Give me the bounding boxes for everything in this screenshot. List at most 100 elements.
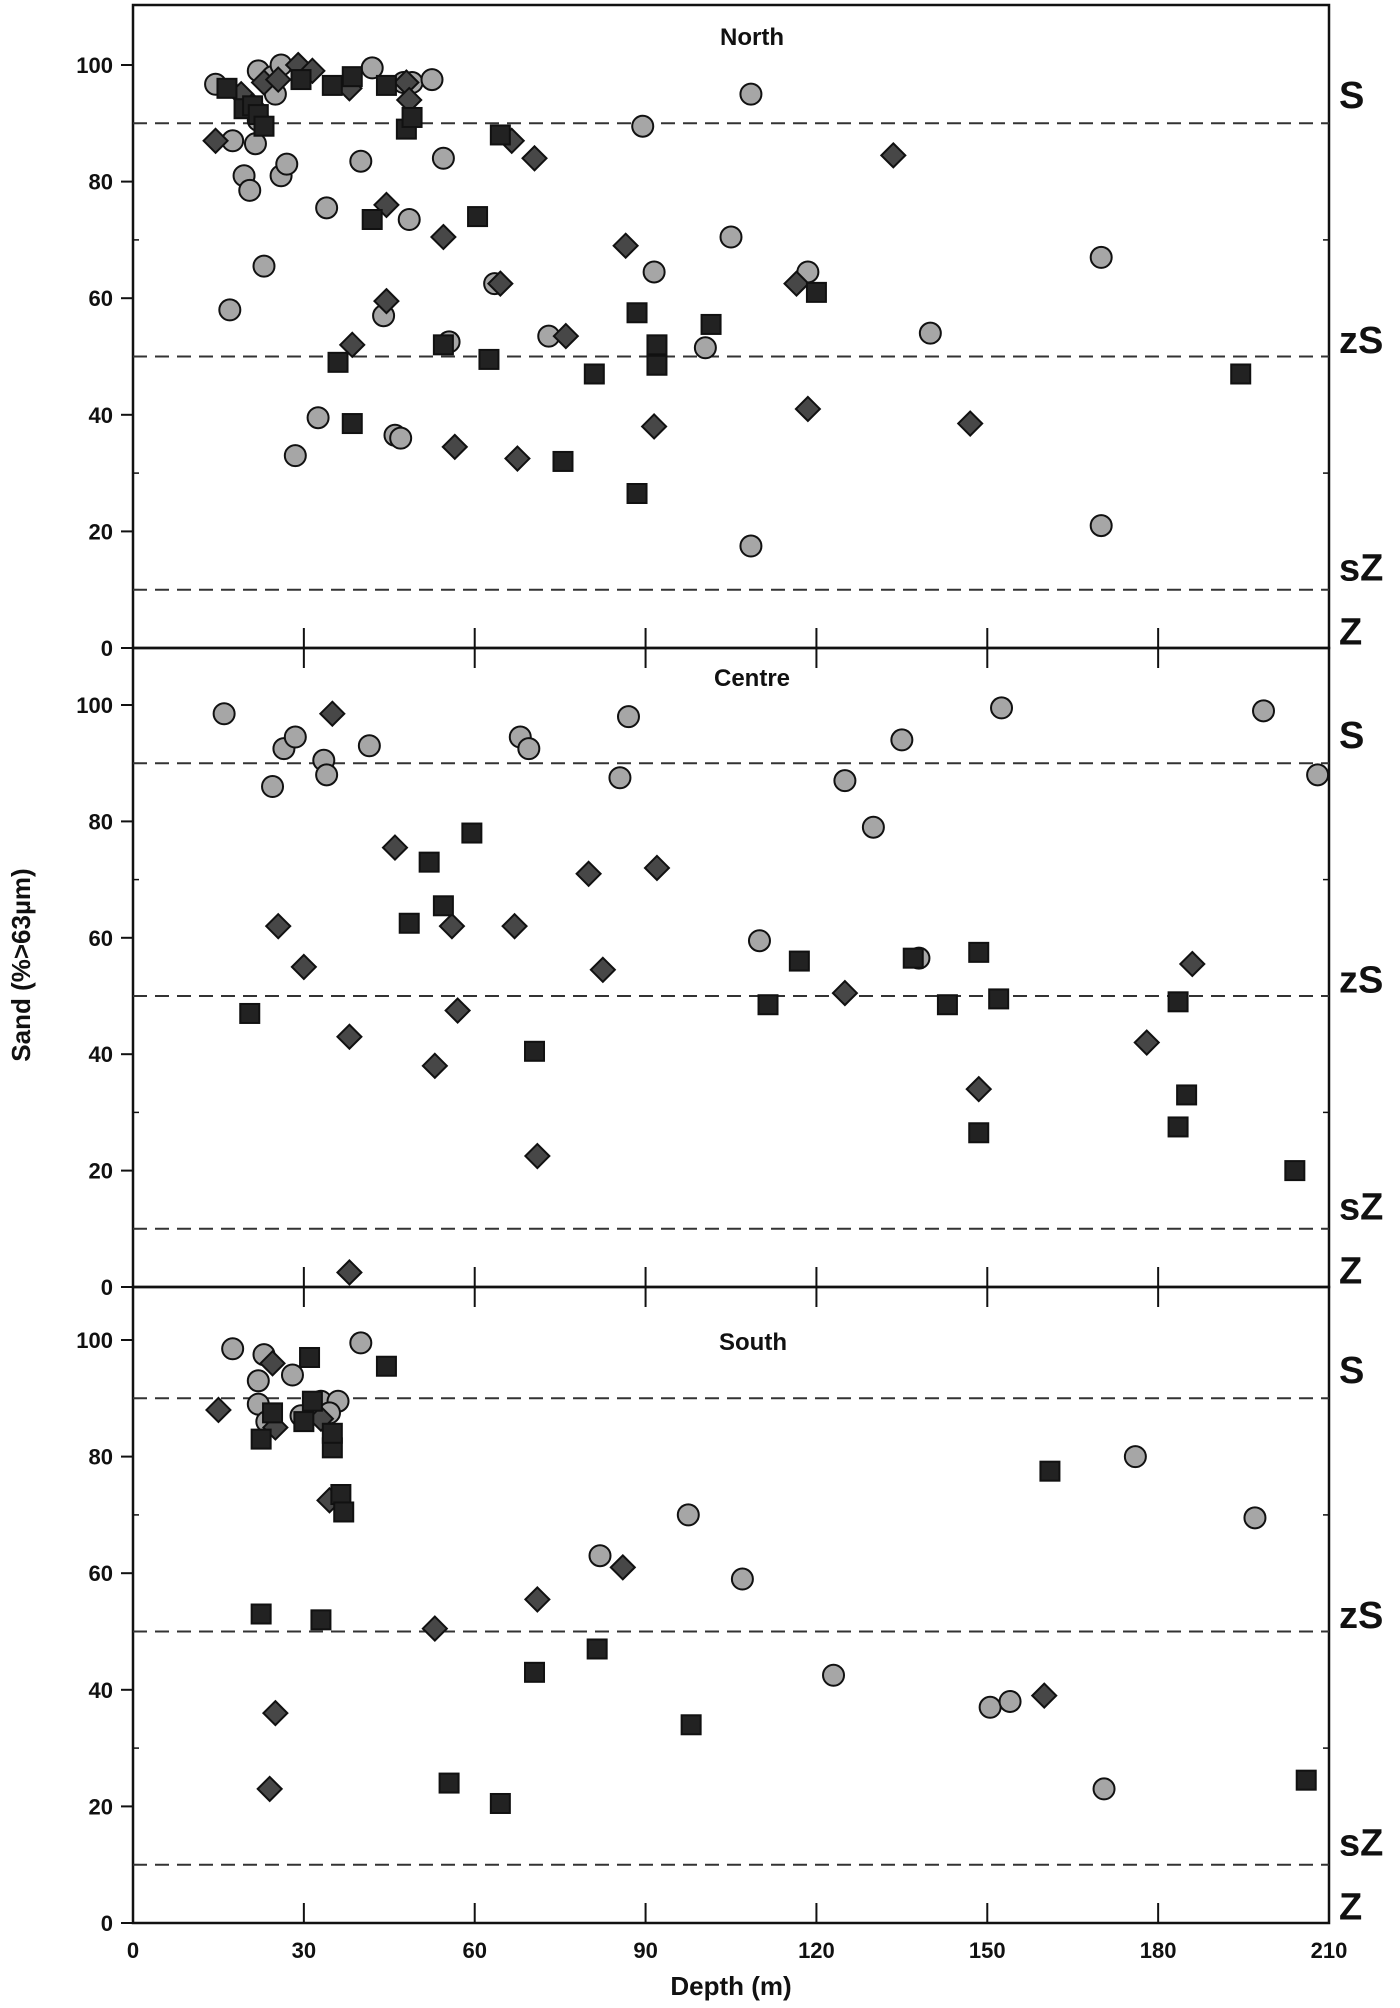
circle-point	[1092, 1777, 1116, 1801]
class-label-sZ: sZ	[1339, 547, 1383, 589]
square-point	[988, 988, 1010, 1010]
diamond-point	[264, 66, 292, 93]
y-tick-label: 80	[89, 170, 113, 195]
diamond-point	[523, 1586, 551, 1613]
diamond-point	[643, 854, 671, 882]
square-point	[478, 348, 500, 370]
y-tick-label: 40	[89, 1678, 113, 1703]
square-point	[552, 450, 574, 472]
diamond-point	[261, 1699, 289, 1727]
circle-point	[357, 734, 381, 758]
square-point	[1284, 1160, 1306, 1182]
diamond-point	[381, 834, 409, 862]
diamond-point	[956, 410, 984, 437]
circle-point	[517, 737, 541, 761]
square-point	[327, 351, 349, 373]
diamond-point	[831, 979, 859, 1007]
square-point	[680, 1714, 702, 1736]
square-point	[902, 947, 924, 969]
diamond-point	[612, 232, 640, 260]
y-tick-label: 0	[101, 1911, 113, 1936]
diamond-point	[521, 144, 548, 172]
diamond-point	[438, 912, 466, 940]
y-axis-title: Sand (%>63µm)	[6, 868, 36, 1061]
circle-point	[283, 725, 307, 749]
diamond-point	[794, 395, 822, 423]
y-tick-label: 40	[89, 1042, 113, 1067]
diamond-point	[504, 445, 531, 472]
square-point	[1039, 1460, 1061, 1482]
panel-title: South	[719, 1329, 787, 1356]
circle-point	[389, 426, 413, 450]
x-tick-label: 30	[292, 1938, 316, 1963]
x-tick-label: 180	[1140, 1938, 1177, 1963]
circle-point	[861, 815, 885, 839]
diamond-point	[523, 1142, 551, 1170]
square-point	[341, 413, 363, 435]
circle-point	[642, 260, 666, 284]
circle-point	[990, 696, 1014, 720]
circle-point	[739, 534, 763, 558]
circle-point	[397, 207, 421, 231]
circle-point	[693, 336, 717, 360]
circle-point	[978, 1695, 1002, 1719]
circle-point	[822, 1663, 846, 1687]
circle-point	[261, 774, 285, 798]
x-tick-label: 150	[969, 1938, 1006, 1963]
circle-point	[252, 254, 276, 278]
circle-point	[315, 763, 339, 787]
y-tick-label: 80	[89, 1445, 113, 1470]
class-label-S: S	[1339, 1350, 1364, 1392]
square-point	[216, 77, 238, 99]
circle-point	[918, 321, 942, 345]
square-point	[757, 994, 779, 1016]
square-point	[1176, 1084, 1198, 1106]
y-tick-label: 0	[101, 636, 113, 661]
y-tick-label: 0	[101, 1275, 113, 1300]
square-point	[310, 1609, 332, 1631]
class-label-zS: zS	[1339, 1595, 1383, 1637]
circle-point	[588, 1544, 612, 1568]
square-point	[262, 1402, 284, 1424]
circle-point	[1243, 1506, 1267, 1530]
circle-point	[246, 1369, 270, 1393]
circle-point	[431, 146, 455, 170]
circle-point	[719, 225, 743, 249]
y-tick-label: 100	[76, 53, 113, 78]
x-tick-label: 210	[1311, 1938, 1348, 1963]
square-point	[401, 106, 423, 128]
class-label-S: S	[1339, 715, 1364, 757]
square-point	[341, 66, 363, 88]
class-label-Z: Z	[1339, 1251, 1362, 1293]
square-point	[626, 302, 648, 324]
square-point	[788, 950, 810, 972]
y-tick-label: 60	[89, 286, 113, 311]
circle-point	[275, 152, 299, 176]
y-tick-label: 100	[76, 1328, 113, 1353]
diamond-point	[202, 127, 229, 155]
circle-point	[218, 298, 242, 322]
circle-point	[1252, 699, 1276, 723]
x-tick-label: 0	[127, 1938, 139, 1963]
circle-point	[238, 178, 262, 202]
diamond-point	[575, 860, 603, 888]
diamond-point	[421, 1615, 449, 1642]
class-label-Z: Z	[1339, 1887, 1362, 1929]
diamond-point	[421, 1052, 449, 1080]
diamond-point	[336, 1023, 363, 1051]
diamond-point	[338, 331, 366, 359]
diamond-point	[1178, 950, 1206, 978]
circle-point	[747, 929, 771, 953]
diamond-point	[336, 1259, 363, 1286]
y-tick-label: 80	[89, 809, 113, 834]
diamond-point	[373, 287, 400, 315]
class-label-Z: Z	[1339, 612, 1362, 654]
square-point	[626, 483, 648, 505]
square-point	[489, 1792, 511, 1814]
class-label-zS: zS	[1339, 320, 1383, 362]
diamond-point	[259, 1349, 286, 1377]
square-point	[299, 1346, 321, 1368]
circle-point	[631, 114, 655, 138]
plot-frame	[131, 3, 1331, 650]
diamond-point	[552, 322, 580, 350]
